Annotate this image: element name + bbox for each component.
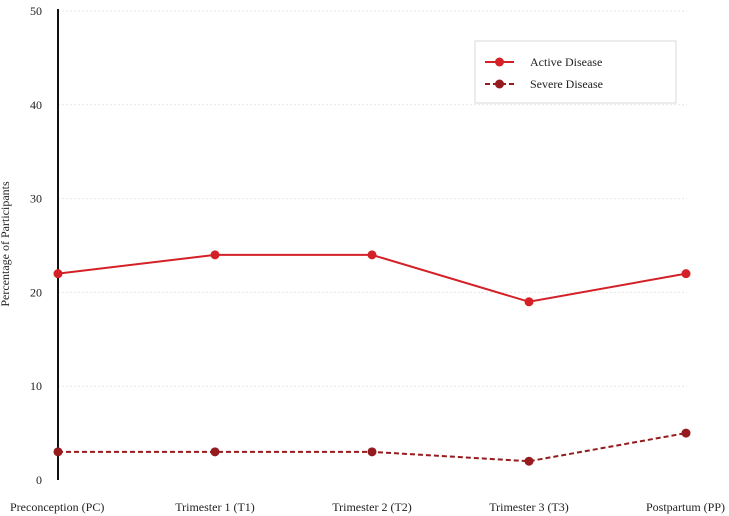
legend-box [474,40,677,104]
y-tick-labels: 0 10 20 30 40 50 [30,4,42,487]
y-tick-label: 10 [30,379,42,393]
legend-swatch-marker [495,57,504,67]
y-tick-label: 0 [36,473,42,487]
legend-item: Active Disease [485,55,602,69]
series-severe-disease [53,428,691,466]
x-tick-label: Trimester 2 (T2) [332,500,412,514]
x-tick-labels: Preconception (PC) Trimester 1 (T1) Trimes… [10,500,725,514]
y-tick-label: 20 [30,285,42,299]
data-point [53,269,63,279]
y-tick-label: 50 [30,4,42,18]
legend-item: Severe Disease [485,77,603,91]
y-tick-label: 40 [30,98,42,112]
data-point [524,297,534,307]
data-point [367,250,377,260]
data-point [210,447,220,457]
x-tick-label: Trimester 1 (T1) [175,500,255,514]
x-tick-label: Trimester 3 (T3) [489,500,569,514]
data-point [210,250,220,260]
legend: Active Disease Severe Disease [474,40,677,104]
data-point [367,447,377,457]
series-line [58,432,687,463]
legend-label: Severe Disease [530,77,603,91]
y-tick-label: 30 [30,192,42,206]
series-lines [53,250,691,466]
data-point [681,428,691,438]
data-point [524,456,534,466]
legend-label: Active Disease [530,55,602,69]
series-line [57,253,687,303]
x-tick-label: Postpartum (PP) [646,500,725,514]
y-axis-title: Percentage of Participants [0,181,12,307]
legend-swatch-marker [495,79,504,89]
x-tick-label: Preconception (PC) [10,500,104,514]
series-active-disease [53,250,691,307]
data-point [53,447,63,457]
data-point [681,269,691,279]
